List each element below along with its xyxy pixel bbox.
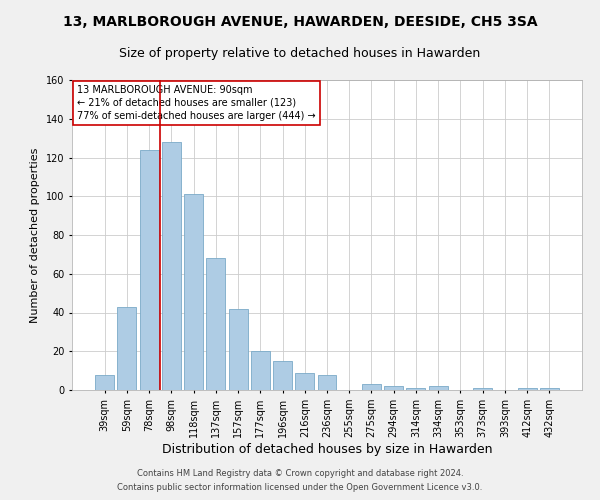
Bar <box>229 308 248 390</box>
Bar <box>140 150 158 390</box>
Bar <box>518 388 536 390</box>
Text: 13 MARLBOROUGH AVENUE: 90sqm
← 21% of detached houses are smaller (123)
77% of s: 13 MARLBOROUGH AVENUE: 90sqm ← 21% of de… <box>77 84 316 121</box>
Bar <box>406 388 425 390</box>
Bar <box>206 258 225 390</box>
Bar <box>162 142 181 390</box>
Text: Contains HM Land Registry data © Crown copyright and database right 2024.: Contains HM Land Registry data © Crown c… <box>137 468 463 477</box>
Bar <box>362 384 381 390</box>
Bar <box>95 374 114 390</box>
X-axis label: Distribution of detached houses by size in Hawarden: Distribution of detached houses by size … <box>162 442 492 456</box>
Bar <box>118 306 136 390</box>
Text: Contains public sector information licensed under the Open Government Licence v3: Contains public sector information licen… <box>118 484 482 492</box>
Bar <box>295 372 314 390</box>
Bar <box>473 388 492 390</box>
Bar <box>540 388 559 390</box>
Bar <box>251 351 270 390</box>
Text: Size of property relative to detached houses in Hawarden: Size of property relative to detached ho… <box>119 48 481 60</box>
Bar <box>317 374 337 390</box>
Bar <box>184 194 203 390</box>
Bar <box>273 361 292 390</box>
Bar <box>429 386 448 390</box>
Y-axis label: Number of detached properties: Number of detached properties <box>31 148 40 322</box>
Text: 13, MARLBOROUGH AVENUE, HAWARDEN, DEESIDE, CH5 3SA: 13, MARLBOROUGH AVENUE, HAWARDEN, DEESID… <box>62 15 538 29</box>
Bar <box>384 386 403 390</box>
